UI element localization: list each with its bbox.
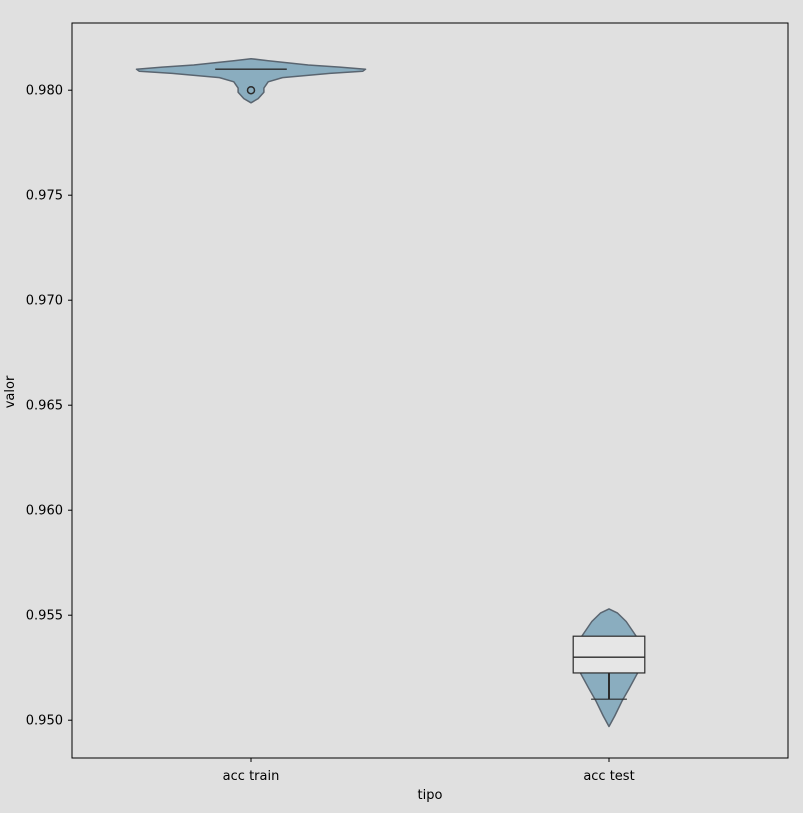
violin-layer	[135, 57, 646, 728]
y-tick-label: 0.960	[26, 504, 63, 519]
y-tick-label: 0.955	[26, 609, 63, 624]
x-axis-label: tipo	[418, 788, 443, 803]
x-tick-label: acc train	[223, 769, 280, 784]
x-axis: acc train acc test	[223, 758, 635, 784]
violin-body	[135, 57, 367, 104]
y-axis-label: valor	[3, 375, 18, 408]
iqr-box	[572, 635, 646, 674]
y-axis: 0.950 0.955 0.960 0.965 0.970 0.975 0.980	[26, 84, 72, 729]
y-tick-label: 0.965	[26, 399, 63, 414]
plot-area	[71, 22, 789, 759]
y-tick-label: 0.950	[26, 714, 63, 729]
y-tick-label: 0.970	[26, 294, 63, 309]
outlier-point	[246, 85, 256, 95]
x-tick-label: acc test	[583, 769, 634, 784]
y-tick-label: 0.980	[26, 84, 63, 99]
y-tick-label: 0.975	[26, 189, 63, 204]
